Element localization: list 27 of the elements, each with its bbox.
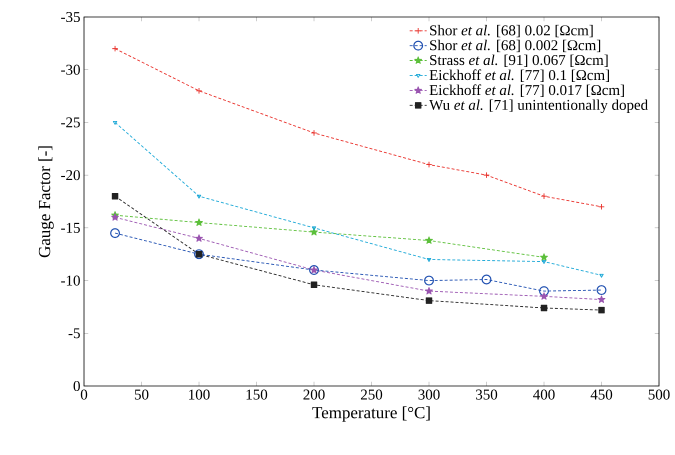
x-tick-label: 50 <box>134 390 148 400</box>
legend-label: Wu et al. [71] unintentionally doped <box>429 99 648 114</box>
x-tick-label: 200 <box>303 390 325 400</box>
legend-label: Shor et al. [68] 0.02 [Ωcm] <box>430 24 593 38</box>
legend-label: Shor et al. [68] 0.002 [Ωcm] <box>430 40 600 52</box>
x-tick-label: 500 <box>648 390 670 400</box>
y-tick-label: -20 <box>61 170 80 180</box>
x-tick-label: 100 <box>189 390 210 400</box>
y-tick-label: -30 <box>61 64 80 75</box>
y-tick-label: -25 <box>61 117 80 128</box>
y-tick-label: -10 <box>61 276 80 286</box>
x-tick-label: 150 <box>246 390 268 400</box>
y-axis-title: Gauge Factor [-] <box>38 146 54 258</box>
x-tick-label: 300 <box>418 390 440 400</box>
x-tick-label: 0 <box>80 390 88 400</box>
y-tick-label: -35 <box>61 12 80 22</box>
y-tick-label: -5 <box>68 328 80 338</box>
legend-label: Eickhoff et al. [77] 0.017 [Ωcm] <box>430 84 624 97</box>
x-tick-label: 350 <box>476 390 498 400</box>
x-tick-label: 250 <box>360 390 382 400</box>
y-tick-label: 0 <box>74 380 80 392</box>
legend-label: Strass et al. [91] 0.067 [Ωcm] <box>430 54 608 67</box>
y-tick-label: -15 <box>61 222 80 233</box>
x-axis-title: Temperature [°C] <box>312 406 430 422</box>
legend-label: Eickhoff et al. [77] 0.1 [Ωcm] <box>430 69 609 82</box>
x-tick-label: 400 <box>533 390 555 400</box>
x-tick-label: 450 <box>590 390 612 400</box>
